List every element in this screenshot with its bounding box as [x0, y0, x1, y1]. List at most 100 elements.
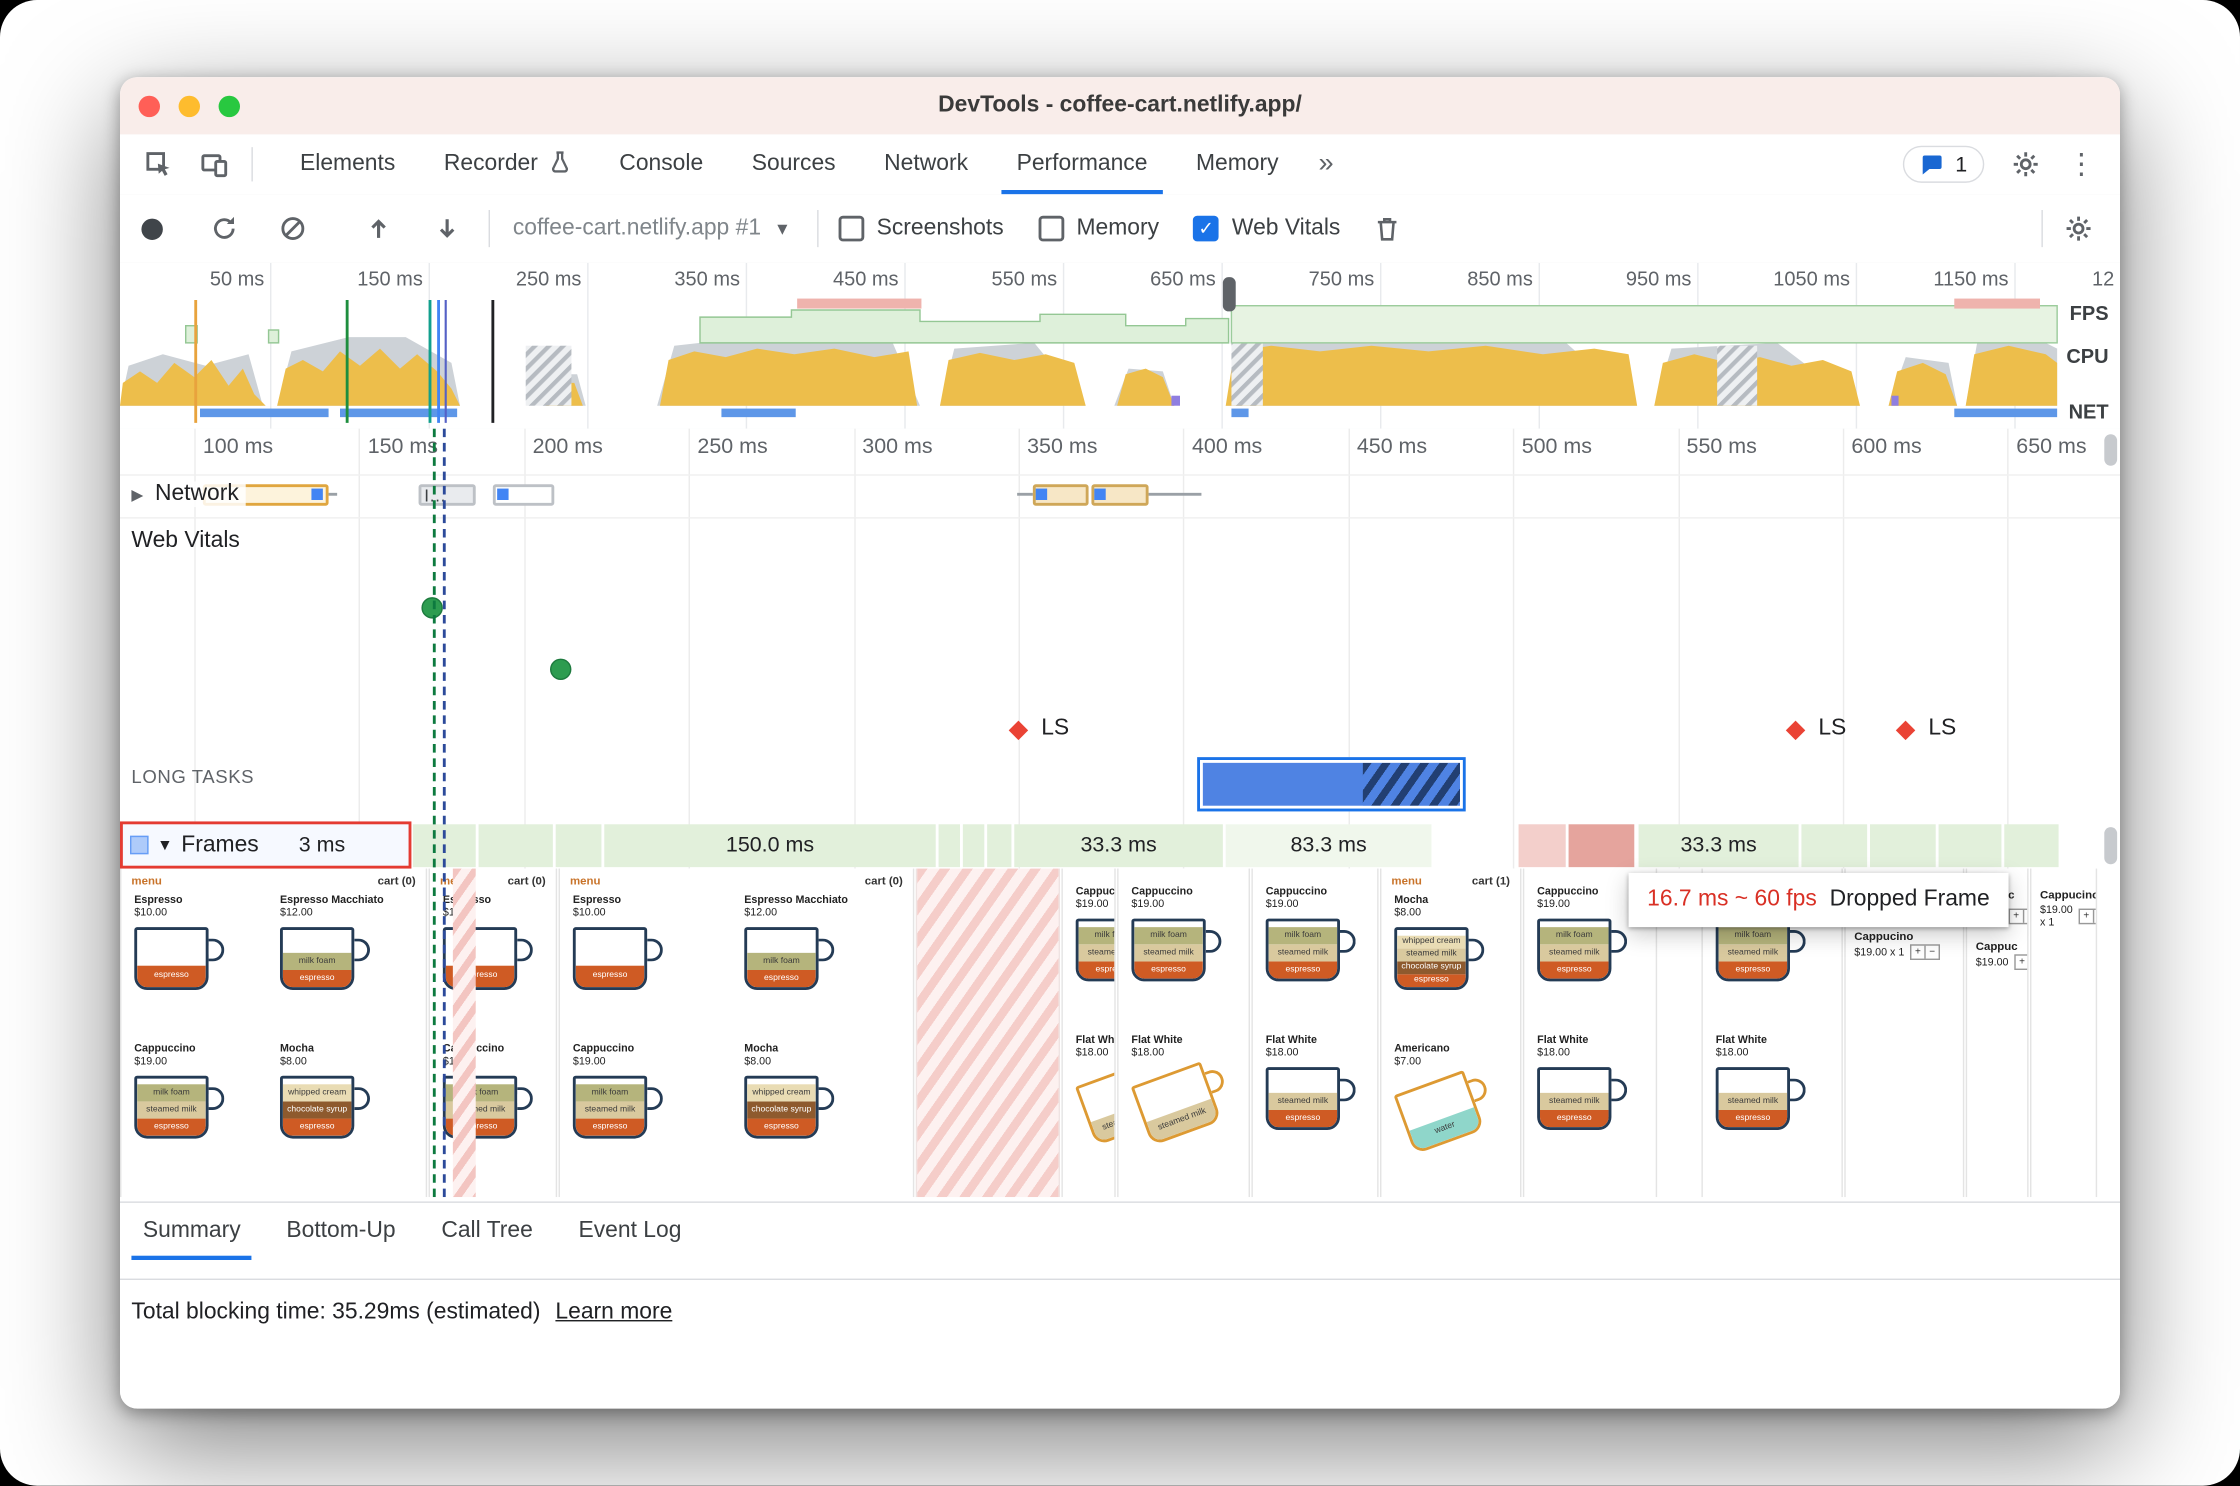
tab-network[interactable]: Network	[860, 134, 992, 194]
checkbox-box[interactable]	[1037, 215, 1064, 242]
cart-item-row: Cappucino$19.00 x 1 +−	[2031, 880, 2098, 931]
overview-chart[interactable]	[119, 263, 2120, 429]
web-vital-dot[interactable]	[421, 597, 443, 619]
layout-shift-marker[interactable]: ◆ LS	[1896, 716, 1957, 742]
zoom-window-button[interactable]	[218, 95, 240, 118]
device-toolbar-icon[interactable]	[197, 147, 231, 181]
cup-layer: steamed milk	[1539, 1092, 1609, 1110]
reload-and-record-icon[interactable]	[209, 213, 240, 244]
overview-drag-handle[interactable]	[1222, 277, 1236, 312]
product-name: Espresso Macchiato	[744, 892, 848, 906]
settings-gear-icon[interactable]	[2009, 147, 2043, 181]
long-task-bar[interactable]	[1197, 757, 1466, 812]
filmstrip-frame[interactable]: menu cart (1) Mocha $8.00 espresso chocolate …	[1379, 868, 1522, 1198]
capture-settings-gear-icon[interactable]	[2063, 213, 2094, 244]
frame-duration-segment[interactable]: 33.3 ms	[1638, 824, 1799, 868]
frame-duration-segment[interactable]: 83.3 ms	[1225, 824, 1432, 868]
clear-recordings-icon[interactable]	[277, 213, 308, 244]
timeline-overview[interactable]: 50 ms 150 ms 250 ms 350 ms 450 ms 550 ms 650 m…	[119, 262, 2120, 430]
frame-duration-segment[interactable]	[2004, 824, 2059, 868]
dropped-frame-cell[interactable]	[915, 868, 1060, 1198]
cart-item-line: $19.00 +−	[1976, 954, 2028, 970]
tab-event-log[interactable]: Event Log	[556, 1203, 705, 1260]
product-price: $8.00	[279, 1054, 307, 1068]
save-profile-icon[interactable]	[431, 213, 462, 244]
divider	[251, 147, 253, 182]
product-price: $7.00	[1394, 1054, 1422, 1068]
frame-duration-segment[interactable]: 33.3 ms	[1014, 824, 1223, 868]
frame-duration-segment[interactable]: 150.0 ms	[604, 824, 936, 868]
frame-duration-segment[interactable]	[555, 824, 602, 868]
tab-call-tree[interactable]: Call Tree	[418, 1203, 555, 1260]
performance-toolbar: coffee-cart.netlify.app #1 ▼ Screenshots…	[119, 194, 2120, 265]
load-profile-icon[interactable]	[363, 213, 394, 244]
layout-shift-marker[interactable]: ◆ LS	[1786, 716, 1847, 742]
cup-handle	[517, 1087, 533, 1110]
tab-sources[interactable]: Sources	[727, 134, 859, 194]
product-price: $18.00	[1131, 1045, 1165, 1059]
close-window-button[interactable]	[138, 95, 160, 118]
checkbox-memory[interactable]: Memory	[1037, 215, 1159, 242]
tab-performance[interactable]: Performance	[992, 134, 1171, 195]
tab-elements[interactable]: Elements	[276, 134, 420, 194]
tab-memory[interactable]: Memory	[1172, 134, 1303, 194]
cup-body: steamed milk	[1075, 1061, 1115, 1146]
fps-area	[699, 309, 1230, 344]
inspect-element-icon[interactable]	[141, 147, 175, 181]
scrollbar-thumb[interactable]	[2104, 434, 2118, 466]
more-tabs-button[interactable]: »	[1318, 148, 1334, 179]
layout-shift-marker[interactable]: ◆ LS	[1009, 716, 1070, 742]
checkbox-screenshots[interactable]: Screenshots	[838, 215, 1004, 242]
tab-bottom-up[interactable]: Bottom-Up	[264, 1203, 419, 1260]
cart-item-name: Cappucino	[2039, 888, 2098, 902]
frame-duration-segment[interactable]	[987, 824, 1012, 868]
kebab-menu-icon[interactable]: ⋮	[2067, 148, 2096, 180]
cup-layer: espresso	[1268, 961, 1338, 979]
minimize-window-button[interactable]	[178, 95, 200, 118]
frame-duration-segment[interactable]	[1869, 824, 1936, 868]
cup-body: espresso chocolate syrup steamed milk whipp…	[1394, 927, 1469, 990]
frame-duration-segment[interactable]	[1518, 824, 1566, 868]
frame-duration-segment[interactable]	[962, 824, 985, 868]
frame-duration-segment[interactable]	[1938, 824, 2002, 868]
frame-duration-segment[interactable]	[938, 824, 960, 868]
frames-track-header[interactable]: ▼ Frames 3 ms	[119, 821, 412, 869]
scrollbar-thumb[interactable]	[2104, 827, 2118, 865]
toolbar-checkboxes: Screenshots Memory ✓ Web Vitals	[838, 215, 1340, 242]
record-button[interactable]	[141, 217, 163, 240]
cup-handle	[647, 938, 663, 962]
web-vital-dot[interactable]	[549, 658, 572, 680]
profile-select[interactable]: coffee-cart.netlify.app #1 ▼	[513, 216, 791, 242]
checkbox-web-vitals[interactable]: ✓ Web Vitals	[1193, 215, 1340, 242]
network-track-header[interactable]: ▶ Network	[131, 481, 246, 508]
checkbox-box[interactable]	[838, 215, 864, 242]
cart-qty-stepper: +−	[2078, 907, 2096, 924]
tab-summary[interactable]: Summary	[120, 1203, 264, 1260]
chevron-down-icon[interactable]: ▼	[157, 836, 173, 854]
network-request-bar[interactable]: I…	[418, 484, 476, 506]
frame-duration-segment[interactable]	[478, 824, 553, 868]
frame-duration-segment[interactable]	[1568, 824, 1635, 868]
tab-recorder[interactable]: Recorder	[420, 134, 595, 194]
checkbox-box[interactable]: ✓	[1193, 215, 1220, 242]
devtools-tabs: Elements Recorder Console Sources Network Per…	[276, 134, 1303, 195]
tab-console[interactable]: Console	[595, 134, 727, 194]
issues-badge[interactable]: 1	[1902, 145, 1985, 183]
lane-label-cpu: CPU	[2062, 344, 2113, 368]
learn-more-link[interactable]: Learn more	[555, 1299, 673, 1325]
frames-track-label: Frames	[181, 832, 259, 857]
delete-recording-icon[interactable]	[1372, 213, 1403, 244]
layout-shift-label: LS	[1041, 715, 1070, 740]
frame-duration-segment[interactable]	[1801, 824, 1868, 868]
filmstrip-frame[interactable]: Cappucino$19.00 x 1 +−	[2029, 868, 2098, 1198]
